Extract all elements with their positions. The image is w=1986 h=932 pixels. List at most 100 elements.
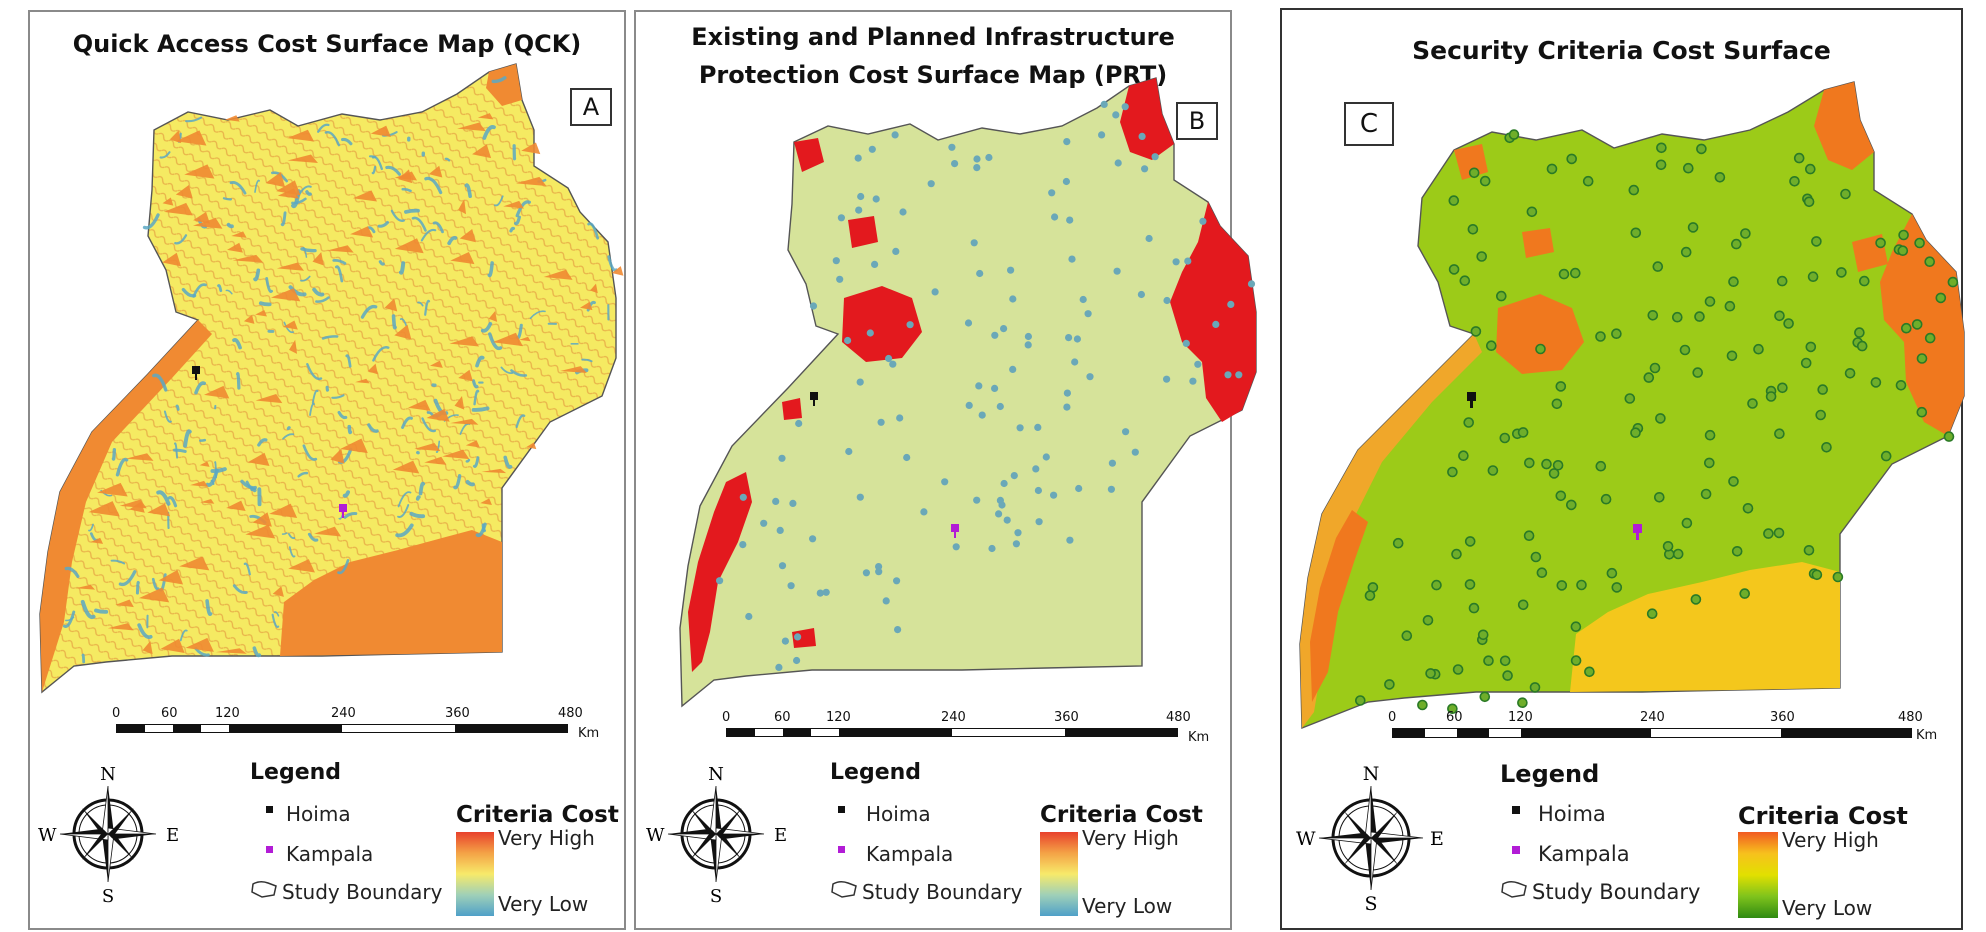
infrastructure-point — [1146, 235, 1153, 242]
legend-item-kampala: Kampala — [866, 842, 953, 866]
security-point — [1936, 293, 1945, 302]
legend-heading: Legend — [830, 760, 921, 785]
infrastructure-point — [892, 131, 899, 138]
security-point — [1554, 461, 1563, 470]
security-point — [1471, 327, 1480, 336]
infrastructure-point — [1248, 280, 1255, 287]
infrastructure-point — [1013, 540, 1020, 547]
security-point — [1882, 452, 1891, 461]
scale-unit: Km — [1916, 728, 1937, 743]
infrastructure-point — [739, 541, 746, 548]
infrastructure-point — [1109, 460, 1116, 467]
low-cost-stream — [238, 374, 239, 388]
security-point — [1500, 434, 1509, 443]
infrastructure-point — [1141, 165, 1148, 172]
security-point — [1537, 568, 1546, 577]
legend-item-hoima: Hoima — [866, 802, 931, 826]
security-point — [1572, 656, 1581, 665]
infrastructure-point — [740, 494, 747, 501]
very-high-label: Very High — [498, 826, 595, 850]
infrastructure-point — [1098, 131, 1105, 138]
security-point — [1818, 385, 1827, 394]
security-point — [1673, 313, 1682, 322]
infrastructure-point — [971, 239, 978, 246]
security-point — [1744, 504, 1753, 513]
security-point — [1790, 177, 1799, 186]
security-point — [1394, 539, 1403, 548]
infrastructure-point — [883, 597, 890, 604]
security-point — [1693, 368, 1702, 377]
security-point — [1651, 364, 1660, 373]
infrastructure-point — [1071, 358, 1078, 365]
security-point — [1426, 669, 1435, 678]
infrastructure-point — [976, 270, 983, 277]
security-point — [1567, 500, 1576, 509]
security-point — [1356, 696, 1365, 705]
low-cost-stream — [394, 316, 396, 328]
low-cost-stream — [113, 450, 114, 460]
infrastructure-point — [1224, 371, 1231, 378]
very-high-label: Very High — [1782, 828, 1879, 852]
infrastructure-point — [867, 329, 874, 336]
security-point — [1518, 698, 1527, 707]
security-point — [1784, 319, 1793, 328]
security-point — [1802, 359, 1811, 368]
infrastructure-point — [823, 589, 830, 596]
infrastructure-point — [1009, 366, 1016, 373]
compass-s: S — [102, 886, 114, 907]
infrastructure-point — [1114, 268, 1121, 275]
security-point — [1519, 428, 1528, 437]
security-point — [1778, 277, 1787, 286]
low-cost-stream — [406, 211, 418, 212]
infrastructure-point — [892, 248, 899, 255]
security-point — [1681, 346, 1690, 355]
scale-tick: 60 — [1446, 710, 1463, 725]
security-point — [1841, 190, 1850, 199]
infrastructure-point — [991, 385, 998, 392]
security-point — [1655, 493, 1664, 502]
low-cost-stream — [177, 406, 178, 410]
map-panel-a: Quick Access Cost Surface Map (QCK) A — [28, 10, 626, 930]
security-point — [1571, 269, 1580, 278]
infrastructure-point — [1163, 297, 1170, 304]
infrastructure-point — [1194, 361, 1201, 368]
infrastructure-point — [778, 455, 785, 462]
security-point — [1560, 270, 1569, 279]
security-point — [1460, 276, 1469, 285]
low-cost-stream — [261, 303, 270, 304]
infrastructure-point — [875, 563, 882, 570]
legend-item-hoima: Hoima — [1538, 802, 1606, 826]
security-point — [1612, 329, 1621, 338]
scale-tick: 120 — [1508, 710, 1533, 725]
security-point — [1748, 399, 1757, 408]
infrastructure-point — [1074, 335, 1081, 342]
compass-s: S — [710, 886, 722, 907]
legend-item-kampala: Kampala — [1538, 842, 1630, 866]
security-point — [1860, 277, 1869, 286]
security-point — [1631, 228, 1640, 237]
security-point — [1657, 143, 1666, 152]
infrastructure-point — [973, 164, 980, 171]
infrastructure-point — [928, 180, 935, 187]
security-point — [1631, 428, 1640, 437]
legend-item-hoima: Hoima — [286, 802, 351, 826]
infrastructure-point — [1032, 465, 1039, 472]
infrastructure-point — [1085, 310, 1092, 317]
security-point — [1775, 528, 1784, 537]
security-point — [1913, 320, 1922, 329]
security-point — [1488, 466, 1497, 475]
infrastructure-point — [855, 155, 862, 162]
infrastructure-point — [1050, 492, 1057, 499]
infrastructure-point — [793, 657, 800, 664]
security-point — [1805, 546, 1814, 555]
infrastructure-point — [1235, 371, 1242, 378]
very-high-label: Very High — [1082, 826, 1179, 850]
security-point — [1657, 160, 1666, 169]
security-point — [1733, 547, 1742, 556]
security-point — [1625, 394, 1634, 403]
security-point — [1728, 351, 1737, 360]
low-cost-stream — [349, 427, 350, 433]
compass-n: N — [1363, 763, 1380, 785]
infrastructure-point — [1034, 424, 1041, 431]
infrastructure-point — [1199, 218, 1206, 225]
